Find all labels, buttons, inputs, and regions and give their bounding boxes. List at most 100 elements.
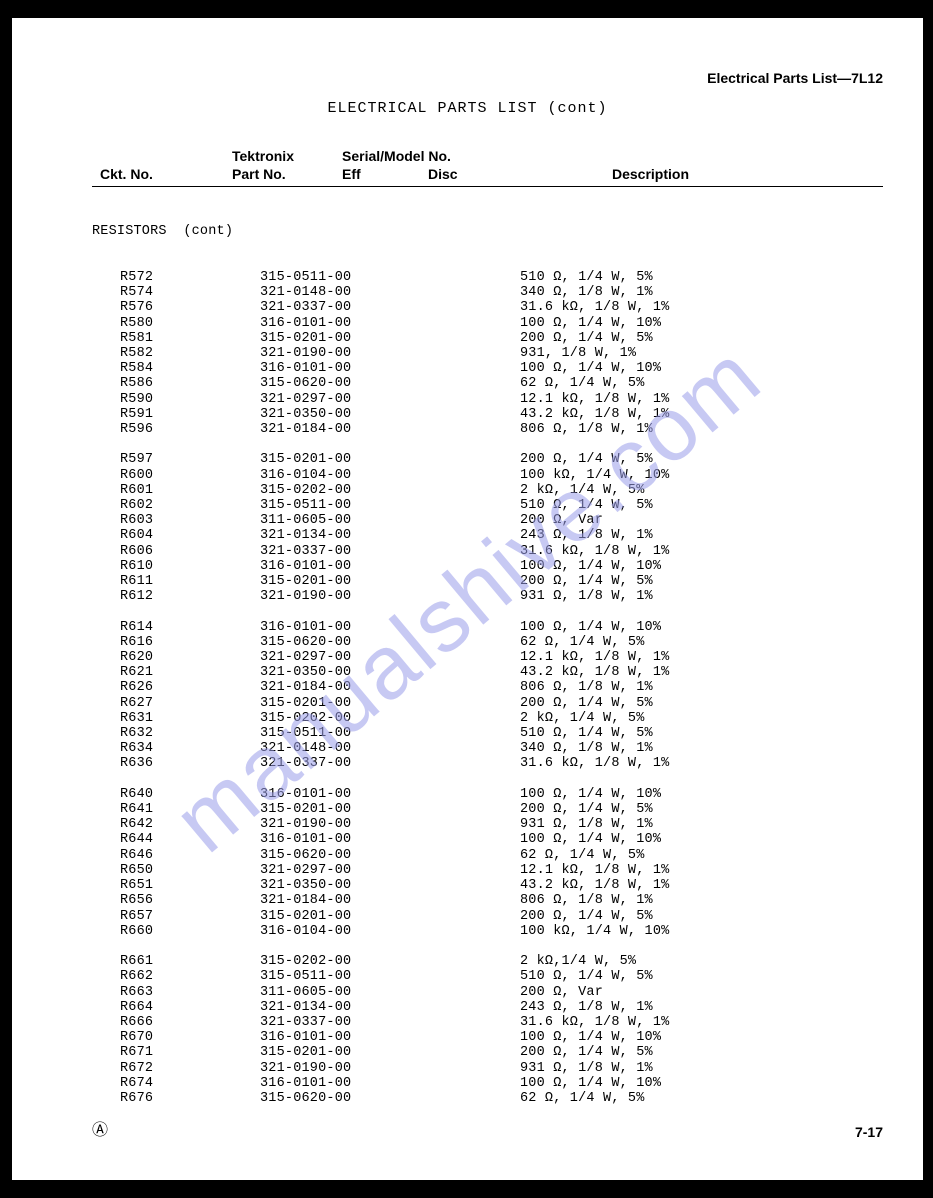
- cell-description: 12.1 kΩ, 1/8 W, 1%: [520, 392, 669, 407]
- cell-description: 243 Ω, 1/8 W, 1%: [520, 528, 653, 543]
- cell-ckt: R674: [92, 1076, 260, 1091]
- cell-description: 12.1 kΩ, 1/8 W, 1%: [520, 650, 669, 665]
- cell-ckt: R661: [92, 954, 260, 969]
- cell-ckt: R600: [92, 468, 260, 483]
- cell-partno: 321-0134-00: [260, 1000, 520, 1015]
- col-tektronix: Tektronix: [232, 148, 294, 164]
- cell-description: 100 Ω, 1/4 W, 10%: [520, 361, 661, 376]
- cell-description: 43.2 kΩ, 1/8 W, 1%: [520, 665, 669, 680]
- cell-description: 200 Ω, Var: [520, 985, 603, 1000]
- cell-ckt: R636: [92, 756, 260, 771]
- cell-ckt: R576: [92, 300, 260, 315]
- table-row: R646315-0620-0062 Ω, 1/4 W, 5%: [92, 848, 883, 863]
- table-row: R666321-0337-0031.6 kΩ, 1/8 W, 1%: [92, 1015, 883, 1030]
- col-description: Description: [612, 166, 689, 182]
- group-gap: [92, 437, 883, 452]
- col-ckt: Ckt. No.: [100, 166, 153, 182]
- col-disc: Disc: [428, 166, 458, 182]
- table-row: R650321-0297-0012.1 kΩ, 1/8 W, 1%: [92, 863, 883, 878]
- cell-description: 931, 1/8 W, 1%: [520, 346, 636, 361]
- cell-description: 931 Ω, 1/8 W, 1%: [520, 1061, 653, 1076]
- cell-description: 200 Ω, Var: [520, 513, 603, 528]
- cell-ckt: R627: [92, 696, 260, 711]
- cell-ckt: R601: [92, 483, 260, 498]
- cell-partno: 321-0190-00: [260, 589, 520, 604]
- table-row: R614316-0101-00100 Ω, 1/4 W, 10%: [92, 620, 883, 635]
- cell-description: 100 Ω, 1/4 W, 10%: [520, 559, 661, 574]
- cell-partno: 321-0337-00: [260, 300, 520, 315]
- table-row: R610316-0101-00100 Ω, 1/4 W, 10%: [92, 559, 883, 574]
- cell-ckt: R642: [92, 817, 260, 832]
- page: manualshive.com Electrical Parts List—7L…: [12, 18, 923, 1180]
- cell-partno: 316-0101-00: [260, 1076, 520, 1091]
- cell-description: 200 Ω, 1/4 W, 5%: [520, 802, 653, 817]
- table-row: R636321-0337-0031.6 kΩ, 1/8 W, 1%: [92, 756, 883, 771]
- cell-ckt: R584: [92, 361, 260, 376]
- cell-ckt: R626: [92, 680, 260, 695]
- cell-ckt: R616: [92, 635, 260, 650]
- table-row: R660316-0104-00100 kΩ, 1/4 W, 10%: [92, 924, 883, 939]
- cell-partno: 321-0184-00: [260, 893, 520, 908]
- table-row: R601315-0202-002 kΩ, 1/4 W, 5%: [92, 483, 883, 498]
- table-row: R651321-0350-0043.2 kΩ, 1/8 W, 1%: [92, 878, 883, 893]
- cell-description: 510 Ω, 1/4 W, 5%: [520, 726, 653, 741]
- cell-partno: 321-0350-00: [260, 878, 520, 893]
- cell-description: 100 Ω, 1/4 W, 10%: [520, 787, 661, 802]
- table-row: R674316-0101-00100 Ω, 1/4 W, 10%: [92, 1076, 883, 1091]
- cell-ckt: R666: [92, 1015, 260, 1030]
- table-row: R627315-0201-00200 Ω, 1/4 W, 5%: [92, 696, 883, 711]
- cell-partno: 315-0201-00: [260, 1045, 520, 1060]
- cell-ckt: R597: [92, 452, 260, 467]
- cell-description: 62 Ω, 1/4 W, 5%: [520, 635, 645, 650]
- section-header: RESISTORS (cont): [92, 224, 883, 239]
- table-row: R596321-0184-00806 Ω, 1/8 W, 1%: [92, 422, 883, 437]
- cell-partno: 315-0620-00: [260, 1091, 520, 1106]
- cell-partno: 321-0190-00: [260, 1061, 520, 1076]
- cell-ckt: R670: [92, 1030, 260, 1045]
- table-row: R626321-0184-00806 Ω, 1/8 W, 1%: [92, 680, 883, 695]
- cell-ckt: R581: [92, 331, 260, 346]
- cell-partno: 316-0101-00: [260, 787, 520, 802]
- table-row: R656321-0184-00806 Ω, 1/8 W, 1%: [92, 893, 883, 908]
- cell-ckt: R572: [92, 270, 260, 285]
- cell-description: 806 Ω, 1/8 W, 1%: [520, 680, 653, 695]
- table-row: R572315-0511-00510 Ω, 1/4 W, 5%: [92, 270, 883, 285]
- cell-ckt: R646: [92, 848, 260, 863]
- cell-partno: 321-0337-00: [260, 544, 520, 559]
- cell-ckt: R621: [92, 665, 260, 680]
- cell-description: 200 Ω, 1/4 W, 5%: [520, 331, 653, 346]
- cell-description: 510 Ω, 1/4 W, 5%: [520, 969, 653, 984]
- cell-description: 31.6 kΩ, 1/8 W, 1%: [520, 300, 669, 315]
- cell-description: 100 Ω, 1/4 W, 10%: [520, 316, 661, 331]
- cell-description: 62 Ω, 1/4 W, 5%: [520, 376, 645, 391]
- cell-ckt: R650: [92, 863, 260, 878]
- footer-mark: Ⓐ: [92, 1116, 108, 1140]
- cell-partno: 316-0101-00: [260, 361, 520, 376]
- cell-ckt: R632: [92, 726, 260, 741]
- cell-description: 200 Ω, 1/4 W, 5%: [520, 452, 653, 467]
- cell-ckt: R672: [92, 1061, 260, 1076]
- cell-description: 931 Ω, 1/8 W, 1%: [520, 817, 653, 832]
- table-row: R671315-0201-00200 Ω, 1/4 W, 5%: [92, 1045, 883, 1060]
- cell-partno: 321-0297-00: [260, 392, 520, 407]
- group-gap: [92, 939, 883, 954]
- cell-description: 340 Ω, 1/8 W, 1%: [520, 741, 653, 756]
- cell-description: 100 Ω, 1/4 W, 10%: [520, 1076, 661, 1091]
- cell-partno: 316-0101-00: [260, 832, 520, 847]
- cell-description: 931 Ω, 1/8 W, 1%: [520, 589, 653, 604]
- cell-partno: 315-0511-00: [260, 498, 520, 513]
- header-right: Electrical Parts List—7L12: [707, 70, 883, 86]
- table-row: R672321-0190-00931 Ω, 1/8 W, 1%: [92, 1061, 883, 1076]
- table-row: R664321-0134-00243 Ω, 1/8 W, 1%: [92, 1000, 883, 1015]
- cell-partno: 315-0511-00: [260, 726, 520, 741]
- cell-ckt: R586: [92, 376, 260, 391]
- table-row: R640316-0101-00100 Ω, 1/4 W, 10%: [92, 787, 883, 802]
- cell-partno: 315-0620-00: [260, 848, 520, 863]
- cell-description: 62 Ω, 1/4 W, 5%: [520, 848, 645, 863]
- cell-description: 2 kΩ, 1/4 W, 5%: [520, 711, 645, 726]
- cell-description: 806 Ω, 1/8 W, 1%: [520, 893, 653, 908]
- cell-ckt: R614: [92, 620, 260, 635]
- cell-partno: 315-0201-00: [260, 452, 520, 467]
- cell-description: 200 Ω, 1/4 W, 5%: [520, 909, 653, 924]
- cell-partno: 315-0201-00: [260, 574, 520, 589]
